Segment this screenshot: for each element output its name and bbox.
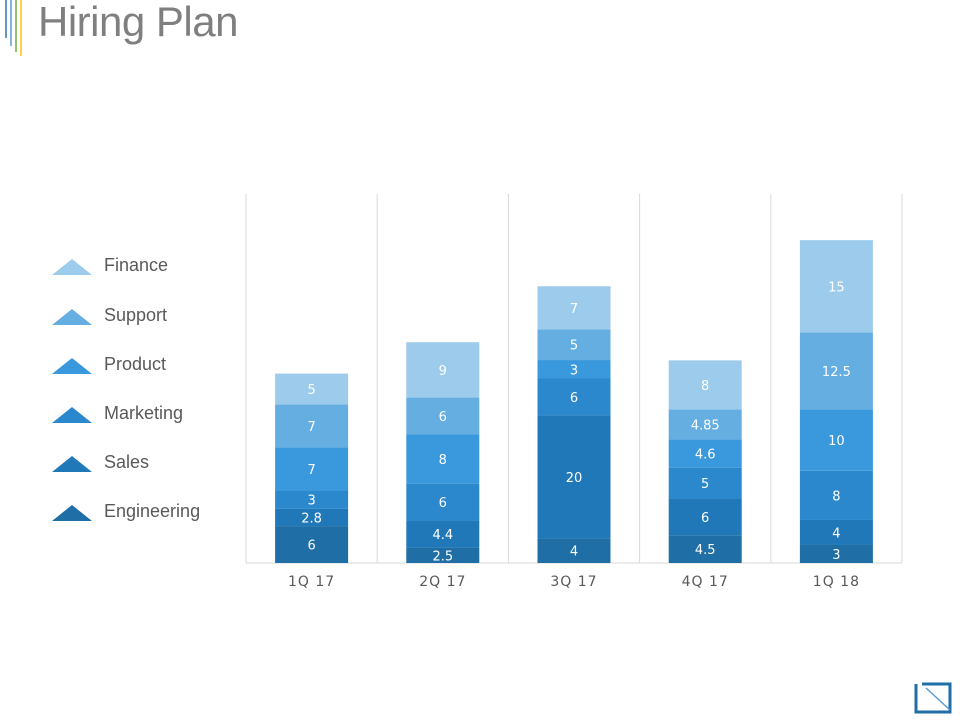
bar-segment bbox=[406, 483, 480, 521]
bar-segment bbox=[799, 470, 873, 520]
bar-segment bbox=[537, 286, 611, 330]
legend-label-marketing: Marketing bbox=[104, 403, 184, 423]
data-label: 20 bbox=[566, 471, 583, 486]
bar-segment bbox=[275, 404, 349, 448]
bar-segment bbox=[668, 360, 742, 410]
data-label: 7 bbox=[570, 302, 578, 317]
data-label: 2.8 bbox=[301, 511, 322, 526]
title-accent-lines bbox=[5, 0, 22, 56]
data-label: 3 bbox=[832, 548, 840, 563]
data-label: 12.5 bbox=[822, 365, 851, 380]
marketing-legend-swatch bbox=[52, 407, 92, 423]
data-label: 10 bbox=[828, 434, 845, 449]
legend-label-sales: Sales bbox=[104, 452, 150, 472]
bar-segment bbox=[799, 544, 873, 563]
bar-segment bbox=[406, 520, 480, 548]
bar-segment bbox=[668, 467, 742, 499]
bar-segment bbox=[406, 434, 480, 484]
data-label: 15 bbox=[828, 280, 845, 295]
engineering-legend-swatch bbox=[52, 505, 92, 521]
legend-label-finance: Finance bbox=[104, 255, 169, 275]
marketing-legend-icon bbox=[52, 407, 92, 423]
legend-label-product: Product bbox=[104, 354, 167, 374]
data-label: 3 bbox=[307, 494, 315, 509]
legend-item-finance: Finance bbox=[52, 255, 252, 281]
data-label: 6 bbox=[439, 410, 447, 425]
bar-segment bbox=[406, 342, 480, 398]
data-label: 7 bbox=[307, 420, 315, 435]
data-label: 5 bbox=[701, 477, 709, 492]
data-label: 4.85 bbox=[691, 418, 720, 433]
product-legend-swatch bbox=[52, 358, 92, 374]
bar-segment bbox=[275, 490, 349, 509]
data-label: 8 bbox=[439, 453, 447, 468]
bar-segment bbox=[275, 373, 349, 405]
x-tick-label: 1Q 18 bbox=[813, 574, 860, 590]
data-label: 4.6 bbox=[695, 448, 716, 463]
engineering-legend-icon bbox=[52, 505, 92, 521]
data-label: 9 bbox=[439, 364, 447, 379]
data-label: 6 bbox=[701, 511, 709, 526]
legend-label-engineering: Engineering bbox=[104, 501, 201, 521]
data-label: 5 bbox=[570, 339, 578, 354]
bar-segment bbox=[406, 547, 480, 563]
bar-segment bbox=[668, 498, 742, 536]
bar-segment bbox=[275, 526, 349, 563]
data-label: 7 bbox=[307, 463, 315, 478]
legend-item-product: Product bbox=[52, 354, 252, 380]
product-legend-icon bbox=[52, 358, 92, 374]
bar-segment bbox=[275, 508, 349, 527]
legend-item-engineering: Engineering bbox=[52, 501, 252, 527]
bar-segment bbox=[537, 415, 611, 539]
page-title: Hiring Plan bbox=[38, 0, 238, 45]
legend-item-support: Support bbox=[52, 305, 252, 331]
bar-segment bbox=[668, 439, 742, 468]
data-label: 5 bbox=[307, 383, 315, 398]
bar-segment bbox=[668, 535, 742, 563]
legend-label-support: Support bbox=[104, 305, 168, 325]
data-label: 2.5 bbox=[432, 549, 453, 564]
x-tick-label: 4Q 17 bbox=[682, 574, 729, 590]
x-tick-label: 3Q 17 bbox=[550, 574, 597, 590]
bar-segment bbox=[668, 409, 742, 440]
bar-segment bbox=[799, 519, 873, 545]
legend-item-marketing: Marketing bbox=[52, 403, 252, 429]
data-label: 8 bbox=[832, 489, 840, 504]
sales-legend-swatch bbox=[52, 456, 92, 472]
data-label: 4.5 bbox=[695, 543, 716, 558]
support-legend-icon bbox=[52, 309, 92, 325]
finance-legend-swatch bbox=[52, 259, 92, 275]
bar-segment bbox=[406, 397, 480, 435]
legend-item-sales: Sales bbox=[52, 452, 252, 478]
bar-segment bbox=[275, 447, 349, 491]
data-label: 6 bbox=[570, 391, 578, 406]
x-tick-label: 2Q 17 bbox=[419, 574, 466, 590]
bar-segment bbox=[537, 378, 611, 416]
data-label: 8 bbox=[701, 379, 709, 394]
bar-segment bbox=[537, 329, 611, 361]
bar-segment bbox=[799, 332, 873, 410]
bar-segment bbox=[799, 240, 873, 333]
sales-legend-icon bbox=[52, 456, 92, 472]
data-label: 6 bbox=[307, 539, 315, 554]
data-label: 6 bbox=[439, 496, 447, 511]
data-label: 4 bbox=[570, 545, 578, 560]
support-legend-swatch bbox=[52, 309, 92, 325]
bar-segment bbox=[799, 409, 873, 471]
data-label: 4.4 bbox=[432, 528, 453, 543]
x-tick-label: 1Q 17 bbox=[288, 574, 335, 590]
data-label: 4 bbox=[832, 526, 840, 541]
bar-segment bbox=[537, 360, 611, 379]
expand-corner-icon bbox=[914, 682, 952, 714]
data-label: 3 bbox=[570, 363, 578, 378]
finance-legend-icon bbox=[52, 259, 92, 275]
bar-segment bbox=[537, 538, 611, 563]
